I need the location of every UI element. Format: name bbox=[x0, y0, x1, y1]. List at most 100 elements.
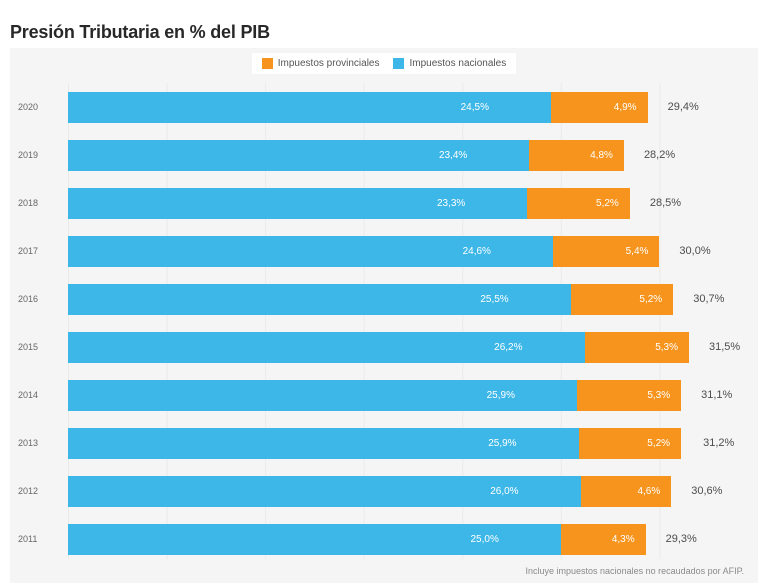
bar-track: 23,3% 5,2% 28,5% bbox=[68, 187, 758, 219]
bar-segment-national[interactable]: 25,0% bbox=[68, 523, 561, 555]
provincial-value-label: 4,6% bbox=[637, 485, 661, 497]
bar-segment-provincial[interactable]: 5,2% bbox=[527, 187, 630, 219]
bar-segment-provincial[interactable]: 4,6% bbox=[580, 475, 672, 507]
national-value-label: 24,6% bbox=[462, 245, 491, 257]
chart-row-2019: 2019 23,4% 4,8% 28,2% bbox=[10, 131, 758, 179]
national-value-label: 25,5% bbox=[480, 293, 509, 305]
bar-segment-provincial[interactable]: 5,2% bbox=[578, 427, 682, 459]
chart-row-2013: 2013 25,9% 5,2% 31,2% bbox=[10, 419, 758, 467]
national-value-label: 24,5% bbox=[460, 101, 489, 113]
chart-panel: Impuestos provinciales Impuestos naciona… bbox=[10, 48, 758, 583]
bar-segment-national[interactable]: 23,4% bbox=[68, 139, 530, 171]
national-value-label: 23,3% bbox=[436, 197, 466, 209]
legend-swatch-provinciales-icon bbox=[261, 58, 273, 69]
total-value-label: 31,5% bbox=[709, 341, 741, 353]
chart-row-2012: 2012 26,0% 4,6% 30,6% bbox=[10, 467, 758, 515]
stacked-bar: 25,9% 5,3% bbox=[68, 379, 682, 411]
year-label: 2016 bbox=[18, 294, 39, 304]
chart-row-2011: 2011 25,0% 4,3% 29,3% bbox=[10, 515, 758, 563]
year-label: 2020 bbox=[18, 102, 39, 112]
legend-label-nacionales: Impuestos nacionales bbox=[409, 58, 507, 69]
year-label: 2013 bbox=[18, 438, 39, 448]
bar-segment-provincial[interactable]: 5,2% bbox=[570, 283, 674, 315]
national-value-label: 23,4% bbox=[438, 149, 468, 161]
bar-segment-national[interactable]: 26,2% bbox=[68, 331, 585, 363]
bar-segment-provincial[interactable]: 4,9% bbox=[550, 91, 648, 123]
total-value-label: 29,3% bbox=[665, 533, 697, 545]
legend-label-provinciales: Impuestos provinciales bbox=[277, 58, 380, 69]
stacked-bar: 23,4% 4,8% bbox=[68, 139, 624, 171]
total-value-label: 29,4% bbox=[667, 101, 699, 113]
bar-segment-provincial[interactable]: 4,3% bbox=[560, 523, 646, 555]
legend-box: Impuestos provinciales Impuestos naciona… bbox=[251, 53, 517, 74]
stacked-bar: 26,0% 4,6% bbox=[68, 475, 672, 507]
bar-track: 26,2% 5,3% 31,5% bbox=[68, 331, 758, 363]
bar-track: 24,6% 5,4% 30,0% bbox=[68, 235, 758, 267]
provincial-value-label: 4,3% bbox=[611, 533, 635, 545]
stacked-bar: 24,6% 5,4% bbox=[68, 235, 660, 267]
stacked-bar: 23,3% 5,2% bbox=[68, 187, 630, 219]
bar-segment-national[interactable]: 24,6% bbox=[68, 235, 553, 267]
bar-track: 25,9% 5,3% 31,1% bbox=[68, 379, 758, 411]
provincial-value-label: 5,3% bbox=[647, 389, 671, 401]
bar-track: 25,9% 5,2% 31,2% bbox=[68, 427, 758, 459]
provincial-value-label: 4,9% bbox=[613, 101, 637, 113]
bar-chart: 2020 24,5% 4,9% 29,4% 2019 23,4% 4,8% bbox=[10, 83, 758, 563]
total-value-label: 28,2% bbox=[643, 149, 676, 161]
bar-segment-provincial[interactable]: 5,4% bbox=[552, 235, 660, 267]
year-label: 2015 bbox=[18, 342, 39, 352]
total-value-label: 30,7% bbox=[693, 293, 725, 305]
national-value-label: 25,9% bbox=[486, 389, 515, 401]
legend-swatch-nacionales-icon bbox=[393, 58, 405, 69]
year-label: 2017 bbox=[18, 246, 39, 256]
provincial-value-label: 4,8% bbox=[590, 149, 613, 161]
year-label: 2014 bbox=[18, 390, 39, 400]
bar-track: 26,0% 4,6% 30,6% bbox=[68, 475, 758, 507]
bar-segment-provincial[interactable]: 5,3% bbox=[584, 331, 689, 363]
provincial-value-label: 5,2% bbox=[639, 293, 663, 305]
plot-area: 2020 24,5% 4,9% 29,4% 2019 23,4% 4,8% bbox=[10, 83, 758, 563]
bar-segment-national[interactable]: 24,5% bbox=[68, 91, 551, 123]
bar-segment-provincial[interactable]: 4,8% bbox=[529, 139, 624, 171]
provincial-value-label: 5,4% bbox=[625, 245, 649, 257]
legend-item-provinciales[interactable]: Impuestos provinciales bbox=[261, 58, 380, 69]
national-value-label: 25,9% bbox=[488, 437, 517, 449]
provincial-value-label: 5,3% bbox=[655, 341, 678, 353]
bar-segment-national[interactable]: 26,0% bbox=[68, 475, 581, 507]
bar-segment-national[interactable]: 25,5% bbox=[68, 283, 571, 315]
total-value-label: 28,5% bbox=[649, 197, 682, 209]
chart-row-2016: 2016 25,5% 5,2% 30,7% bbox=[10, 275, 758, 323]
provincial-value-label: 5,2% bbox=[647, 437, 671, 449]
bar-track: 23,4% 4,8% 28,2% bbox=[68, 139, 758, 171]
stacked-bar: 25,5% 5,2% bbox=[68, 283, 674, 315]
total-value-label: 31,2% bbox=[703, 437, 735, 449]
bar-track: 24,5% 4,9% 29,4% bbox=[68, 91, 758, 123]
bar-segment-national[interactable]: 25,9% bbox=[68, 427, 579, 459]
stacked-bar: 24,5% 4,9% bbox=[68, 91, 648, 123]
legend: Impuestos provinciales Impuestos naciona… bbox=[10, 53, 758, 74]
total-value-label: 31,1% bbox=[701, 389, 733, 401]
total-value-label: 30,6% bbox=[691, 485, 723, 497]
stacked-bar: 26,2% 5,3% bbox=[68, 331, 689, 363]
stacked-bar: 25,9% 5,2% bbox=[68, 427, 683, 459]
chart-row-2015: 2015 26,2% 5,3% 31,5% bbox=[10, 323, 758, 371]
national-value-label: 25,0% bbox=[470, 533, 499, 545]
bar-segment-provincial[interactable]: 5,3% bbox=[576, 379, 682, 411]
national-value-label: 26,0% bbox=[490, 485, 519, 497]
year-label: 2012 bbox=[18, 486, 39, 496]
year-label: 2019 bbox=[18, 150, 39, 160]
legend-item-nacionales[interactable]: Impuestos nacionales bbox=[393, 58, 506, 69]
bar-track: 25,5% 5,2% 30,7% bbox=[68, 283, 758, 315]
national-value-label: 26,2% bbox=[494, 341, 523, 353]
bar-segment-national[interactable]: 25,9% bbox=[68, 379, 577, 411]
bar-segment-national[interactable]: 23,3% bbox=[68, 187, 528, 219]
chart-row-2018: 2018 23,3% 5,2% 28,5% bbox=[10, 179, 758, 227]
chart-row-2017: 2017 24,6% 5,4% 30,0% bbox=[10, 227, 758, 275]
page-title: Presión Tributaria en % del PIB bbox=[10, 22, 270, 43]
footnote: Incluye impuestos nacionales no recaudad… bbox=[525, 566, 744, 576]
bar-track: 25,0% 4,3% 29,3% bbox=[68, 523, 758, 555]
provincial-value-label: 5,2% bbox=[596, 197, 619, 209]
total-value-label: 30,0% bbox=[679, 245, 711, 257]
chart-row-2020: 2020 24,5% 4,9% 29,4% bbox=[10, 83, 758, 131]
chart-row-2014: 2014 25,9% 5,3% 31,1% bbox=[10, 371, 758, 419]
